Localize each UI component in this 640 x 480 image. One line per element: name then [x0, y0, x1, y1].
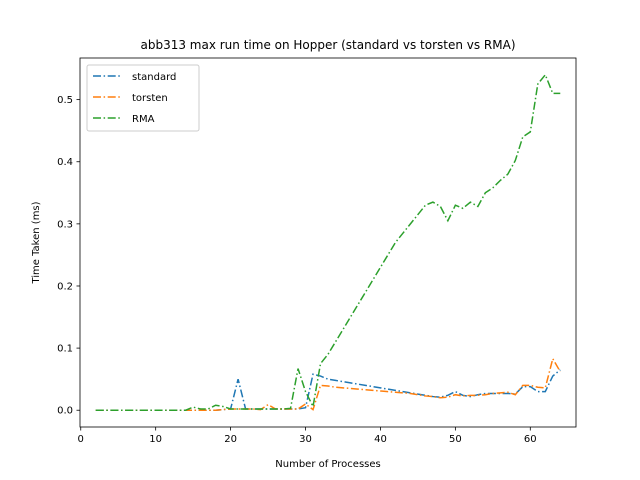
- x-tick-label: 30: [299, 434, 312, 445]
- y-tick-label: 0.2: [57, 281, 73, 292]
- x-axis-label: Number of Processes: [275, 459, 380, 470]
- y-axis-ticks: 0.0 0.1 0.2 0.3 0.4 0.5: [57, 95, 80, 417]
- axes-layer: [79, 57, 577, 428]
- x-tick-label: 20: [224, 434, 237, 445]
- x-tick-label: 40: [374, 434, 387, 445]
- plot-frame: [79, 57, 577, 428]
- x-tick-label: 0: [78, 434, 84, 445]
- y-tick-label: 0.0: [57, 406, 73, 417]
- chart-title: abb313 max run time on Hopper (standard …: [140, 38, 515, 52]
- y-tick-label: 0.5: [57, 95, 73, 106]
- y-tick-label: 0.1: [57, 344, 73, 355]
- x-tick-label: 10: [149, 434, 162, 445]
- legend-label-rma: RMA: [132, 114, 155, 125]
- legend: standard torsten RMA: [86, 64, 200, 132]
- legend-label-torsten: torsten: [132, 93, 168, 104]
- y-tick-label: 0.3: [57, 219, 73, 230]
- y-axis-label: Time Taken (ms): [31, 201, 42, 284]
- series-line-rma: [95, 73, 561, 411]
- y-tick-label: 0.4: [57, 157, 73, 168]
- legend-box: [86, 64, 200, 132]
- x-tick-label: 50: [449, 434, 462, 445]
- x-axis-ticks: 0 10 20 30 40 50 60: [78, 427, 537, 445]
- legend-label-standard: standard: [132, 72, 176, 83]
- series-layer: [95, 73, 561, 411]
- x-tick-label: 60: [524, 434, 537, 445]
